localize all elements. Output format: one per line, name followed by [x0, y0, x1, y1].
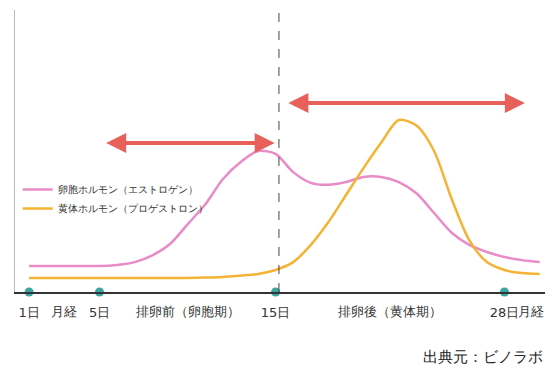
svg-text:1日: 1日 — [18, 305, 39, 320]
svg-text:出典元：ビノラボ: 出典元：ビノラボ — [423, 348, 543, 366]
svg-text:5日: 5日 — [89, 305, 110, 320]
svg-text:排卵前（卵胞期）: 排卵前（卵胞期） — [136, 304, 240, 319]
svg-text:月経: 月経 — [518, 304, 544, 319]
svg-text:排卵後（黄体期）: 排卵後（黄体期） — [338, 304, 442, 319]
svg-text:15日: 15日 — [261, 305, 291, 320]
svg-text:月経: 月経 — [51, 304, 77, 319]
svg-text:黄体ホルモン（プロゲストロン）: 黄体ホルモン（プロゲストロン） — [58, 203, 208, 214]
svg-text:卵胞ホルモン（エストロゲン）: 卵胞ホルモン（エストロゲン） — [58, 184, 198, 195]
svg-text:28日: 28日 — [490, 305, 520, 320]
